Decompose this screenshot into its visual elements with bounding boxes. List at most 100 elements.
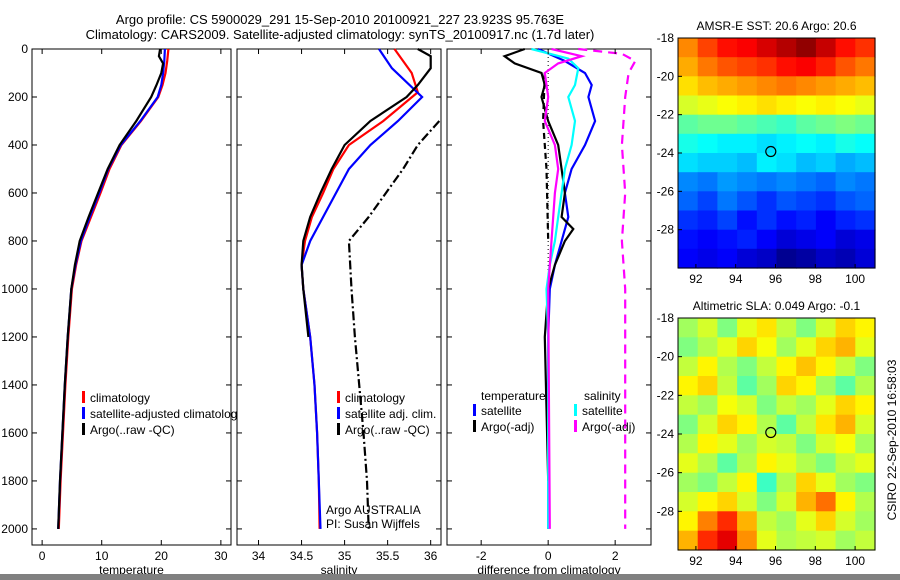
heatmap-cell xyxy=(835,414,856,435)
heatmap-cell xyxy=(855,337,876,358)
heatmap-cell xyxy=(815,434,837,454)
heatmap-cell xyxy=(815,376,837,396)
heatmap-cell xyxy=(737,114,758,135)
heatmap-cell xyxy=(776,414,797,435)
y-tick-label: 0 xyxy=(21,42,28,56)
y-tick-label: 400 xyxy=(8,138,28,152)
heatmap-cell xyxy=(815,191,837,212)
heatmap-cell xyxy=(835,472,856,493)
legend-label: satellite-adjusted climatology xyxy=(90,407,243,421)
legend-swatch xyxy=(473,404,476,416)
heatmap-cell xyxy=(737,395,758,416)
heatmap-cell xyxy=(855,76,876,97)
heatmap-cell xyxy=(697,76,718,97)
heatmap-cell xyxy=(796,248,817,269)
heatmap-cell xyxy=(756,153,778,173)
heatmap-cell xyxy=(855,453,876,474)
heatmap-cell xyxy=(717,57,738,77)
heatmap-cell xyxy=(697,57,718,77)
legend-label: satellite xyxy=(582,404,623,418)
x-tick-label: 2 xyxy=(612,549,619,563)
y-tick-label: -24 xyxy=(657,146,675,160)
argo-position-marker xyxy=(765,145,777,158)
heatmap-cell xyxy=(737,434,758,454)
x-tick-label: 30 xyxy=(214,549,228,563)
y-tick-label: 1400 xyxy=(1,378,28,392)
heatmap-cell xyxy=(855,95,876,116)
heatmap-cell xyxy=(796,376,817,396)
heatmap-cell xyxy=(717,114,738,135)
heatmap-cell xyxy=(796,453,817,474)
heatmap-cell xyxy=(835,153,856,173)
heatmap-cell xyxy=(737,453,758,474)
heatmap-cell xyxy=(717,229,738,250)
heatmap-cell xyxy=(855,356,876,377)
heatmap-cell xyxy=(717,38,738,58)
heatmap-cell xyxy=(776,153,797,173)
heatmap-cell xyxy=(796,95,817,116)
heatmap-cell xyxy=(855,191,876,212)
heatmap-cell xyxy=(678,95,699,116)
legend-swatch xyxy=(473,420,476,432)
heatmap-cell xyxy=(796,57,817,77)
x-tick-label: 35 xyxy=(338,549,352,563)
heatmap-cell xyxy=(756,191,778,212)
heatmap-cell xyxy=(697,414,718,435)
heatmap-cell xyxy=(815,210,837,231)
heatmap-cell xyxy=(678,318,699,338)
heatmap-cell xyxy=(697,337,718,358)
heatmap-cell xyxy=(776,434,797,454)
y-tick-label: -18 xyxy=(657,311,675,325)
heatmap-cell xyxy=(796,434,817,454)
heatmap-cell xyxy=(796,356,817,377)
heatmap-cell xyxy=(796,492,817,512)
heatmap-cell xyxy=(737,38,758,58)
x-tick-label: 92 xyxy=(689,554,703,568)
y-tick-label: -22 xyxy=(657,108,675,122)
legend-swatch xyxy=(337,391,340,403)
y-tick-label: 1200 xyxy=(1,330,28,344)
heatmap-cell xyxy=(776,210,797,231)
heatmap-cell xyxy=(678,492,699,512)
heatmap-cell xyxy=(855,434,876,454)
heatmap-cell xyxy=(835,395,856,416)
heatmap-cell xyxy=(756,95,778,116)
heatmap-cell xyxy=(756,57,778,77)
y-tick-label: 800 xyxy=(8,234,28,248)
x-tick-label: 0 xyxy=(39,549,46,563)
heatmap-cell xyxy=(776,337,797,358)
heatmap-cell xyxy=(697,210,718,231)
x-tick-label: 96 xyxy=(769,272,783,286)
heatmap-cell xyxy=(717,434,738,454)
heatmap-cell xyxy=(855,376,876,396)
heatmap-cell xyxy=(717,248,738,269)
y-tick-label: -20 xyxy=(657,69,675,83)
heatmap-cell xyxy=(815,337,837,358)
heatmap-cell xyxy=(737,414,758,435)
heatmap-cell xyxy=(855,492,876,512)
heatmap-cell xyxy=(678,57,699,77)
heatmap-cell xyxy=(678,530,699,551)
heatmap-cell xyxy=(697,453,718,474)
heatmap-cell xyxy=(815,153,837,173)
heatmap-cell xyxy=(717,76,738,97)
heatmap-cell xyxy=(835,133,856,154)
heatmap-cell xyxy=(756,76,778,97)
heatmap-cell xyxy=(776,57,797,77)
heatmap-cell xyxy=(737,337,758,358)
salinity-axes: 34 34.5 35 35.5 36 salinity climatology satelli… xyxy=(236,48,442,577)
heatmap-cell xyxy=(796,472,817,493)
heatmap-cell xyxy=(756,38,778,58)
heatmap-cell xyxy=(678,191,699,212)
x-tick-label: 35.5 xyxy=(376,549,400,563)
heatmap-cell xyxy=(835,453,856,474)
heatmap-cell xyxy=(737,210,758,231)
heatmap-cell xyxy=(855,153,876,173)
heatmap-cell xyxy=(815,114,837,135)
heatmap-cell xyxy=(756,172,778,192)
heatmap-cell xyxy=(855,414,876,435)
legend-swatch xyxy=(337,423,340,435)
legend-header: temperature xyxy=(481,389,546,403)
heatmap-cell xyxy=(717,492,738,512)
heatmap-cell xyxy=(815,133,837,154)
